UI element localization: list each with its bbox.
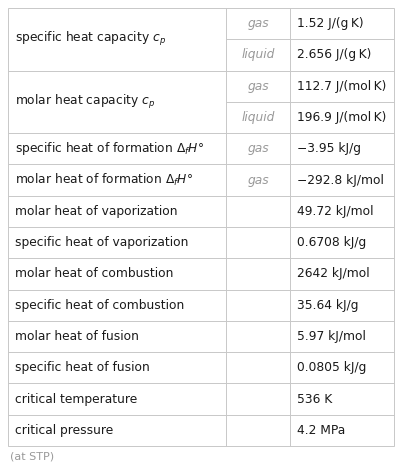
- Text: (at STP): (at STP): [10, 451, 54, 461]
- Text: 1.52 J/(g K): 1.52 J/(g K): [297, 17, 363, 30]
- Text: molar heat of fusion: molar heat of fusion: [15, 330, 139, 343]
- Text: molar heat of formation $\Delta_f H°$: molar heat of formation $\Delta_f H°$: [15, 172, 193, 188]
- Text: 536 K: 536 K: [297, 393, 332, 405]
- Text: 2.656 J/(g K): 2.656 J/(g K): [297, 48, 371, 61]
- Text: gas: gas: [247, 142, 269, 155]
- Text: 2642 kJ/mol: 2642 kJ/mol: [297, 267, 369, 280]
- Text: 112.7 J/(mol K): 112.7 J/(mol K): [297, 80, 386, 93]
- Text: molar heat of vaporization: molar heat of vaporization: [15, 205, 178, 218]
- Text: gas: gas: [247, 17, 269, 30]
- Text: critical temperature: critical temperature: [15, 393, 137, 405]
- Text: 5.97 kJ/mol: 5.97 kJ/mol: [297, 330, 365, 343]
- Text: 49.72 kJ/mol: 49.72 kJ/mol: [297, 205, 373, 218]
- Text: 4.2 MPa: 4.2 MPa: [297, 424, 345, 437]
- Text: specific heat of vaporization: specific heat of vaporization: [15, 236, 188, 249]
- Text: 196.9 J/(mol K): 196.9 J/(mol K): [297, 111, 386, 124]
- Text: −3.95 kJ/g: −3.95 kJ/g: [297, 142, 361, 155]
- Text: liquid: liquid: [241, 111, 275, 124]
- Text: molar heat of combustion: molar heat of combustion: [15, 267, 174, 280]
- Text: specific heat of formation $\Delta_f H°$: specific heat of formation $\Delta_f H°$: [15, 140, 204, 158]
- Text: 35.64 kJ/g: 35.64 kJ/g: [297, 299, 358, 312]
- Text: liquid: liquid: [241, 48, 275, 61]
- Text: gas: gas: [247, 174, 269, 186]
- Text: critical pressure: critical pressure: [15, 424, 113, 437]
- Text: 0.0805 kJ/g: 0.0805 kJ/g: [297, 361, 366, 374]
- Text: 0.6708 kJ/g: 0.6708 kJ/g: [297, 236, 366, 249]
- Text: −292.8 kJ/mol: −292.8 kJ/mol: [297, 174, 384, 186]
- Text: specific heat of fusion: specific heat of fusion: [15, 361, 150, 374]
- Text: specific heat capacity $c_p$: specific heat capacity $c_p$: [15, 30, 166, 48]
- Text: gas: gas: [247, 80, 269, 93]
- Text: specific heat of combustion: specific heat of combustion: [15, 299, 184, 312]
- Text: molar heat capacity $c_p$: molar heat capacity $c_p$: [15, 93, 155, 111]
